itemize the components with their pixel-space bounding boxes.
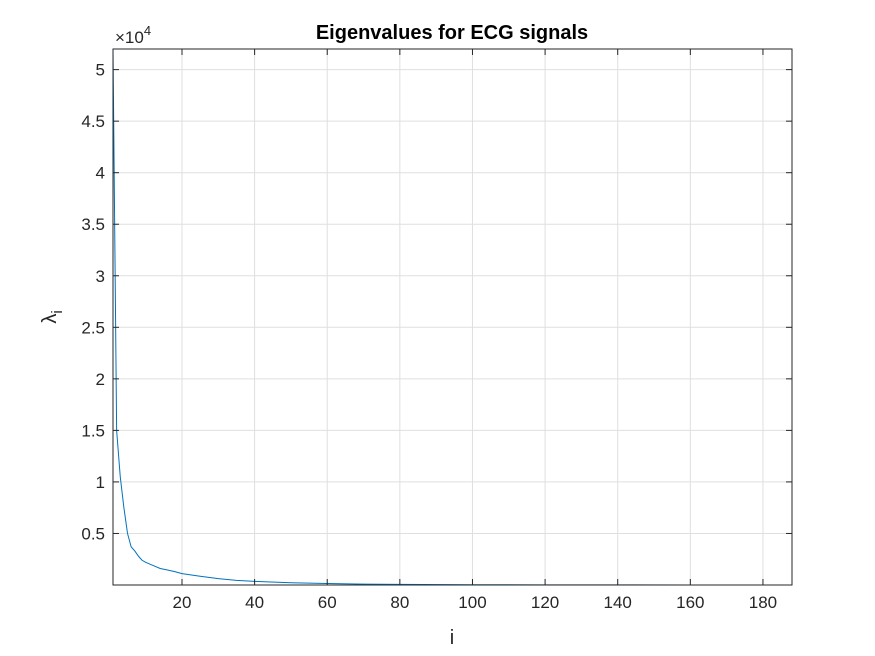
- y-grid: [113, 69, 792, 534]
- x-tick-label: 120: [531, 593, 559, 612]
- y-exponent-label: ×104: [115, 23, 151, 47]
- y-axis-label-subscript: i: [49, 310, 66, 313]
- y-axis-label: λi: [39, 310, 66, 323]
- chart-title: Eigenvalues for ECG signals: [316, 22, 588, 44]
- y-tick-label: 2: [96, 370, 105, 389]
- y-tick-label: 3: [96, 267, 105, 286]
- plot-area: [113, 49, 792, 585]
- x-tick-label: 160: [676, 593, 704, 612]
- y-tick-label: 3.5: [81, 215, 105, 234]
- y-ticks: 0.5 1 1.5 2 2.5 3 3.5 4 4.5 5: [81, 61, 792, 543]
- x-tick-label: 20: [173, 593, 192, 612]
- y-tick-label: 4.5: [81, 112, 105, 131]
- y-tick-label: 1: [96, 473, 105, 492]
- x-tick-label: 140: [604, 593, 632, 612]
- x-tick-label: 180: [749, 593, 777, 612]
- x-axis-label: i: [450, 627, 454, 649]
- x-tick-label: 100: [458, 593, 486, 612]
- y-tick-label: 0.5: [81, 524, 105, 543]
- x-tick-label: 60: [318, 593, 337, 612]
- axes-box: [112, 48, 793, 586]
- y-tick-label: 2.5: [81, 318, 105, 337]
- x-tick-label: 40: [245, 593, 264, 612]
- x-tick-label: 80: [390, 593, 409, 612]
- y-tick-label: 1.5: [81, 421, 105, 440]
- y-tick-label: 5: [96, 61, 105, 80]
- x-ticks: 20 40 60 80 100 120 140 160 180: [173, 49, 777, 612]
- y-tick-label: 4: [96, 164, 105, 183]
- y-exponent-prefix: ×10: [115, 28, 144, 47]
- y-axis-label-symbol: λ: [39, 314, 61, 324]
- y-exponent-power: 4: [144, 23, 151, 38]
- y-axis-label-group: λi: [39, 310, 66, 323]
- x-grid: [181, 49, 764, 585]
